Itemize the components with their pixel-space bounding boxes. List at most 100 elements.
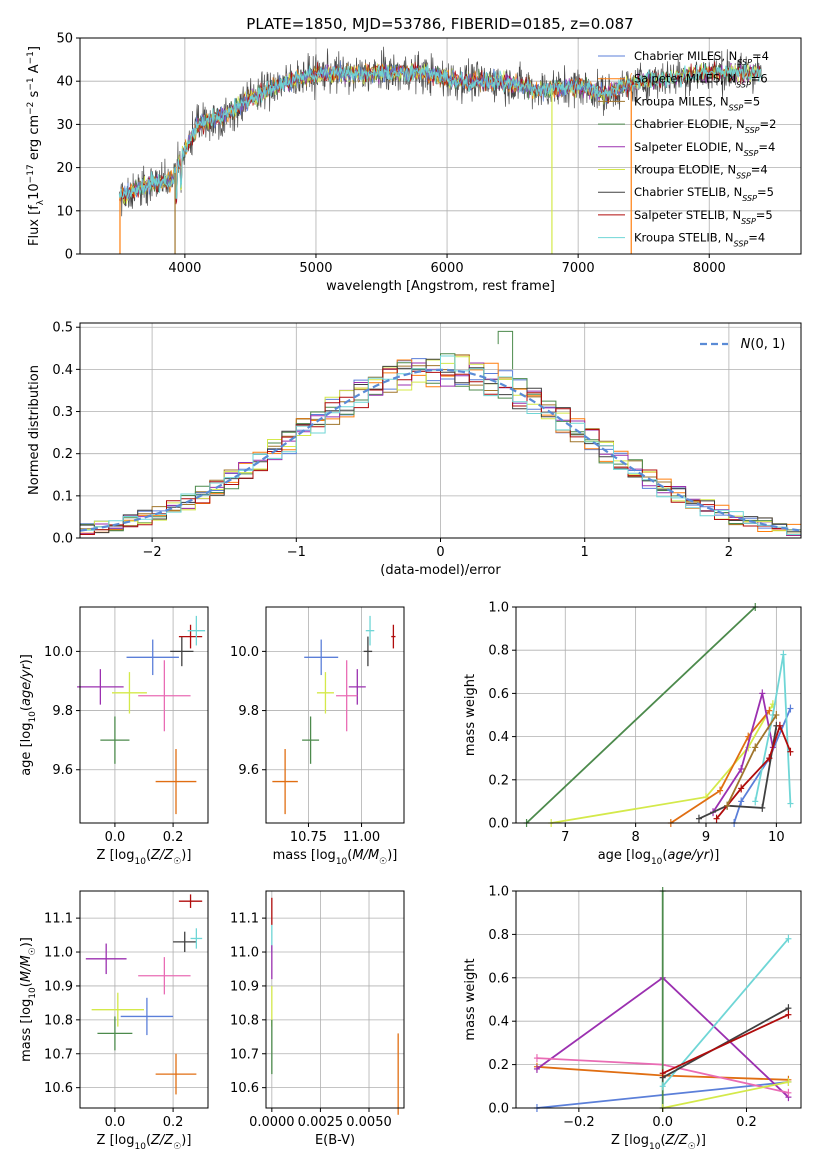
y-tick-label: 0.0 xyxy=(488,1102,509,1117)
x-tick-label: 8 xyxy=(631,830,639,845)
y-tick-label: 0.1 xyxy=(52,489,73,504)
x-tick-label: 11.00 xyxy=(343,830,380,845)
axes-mass_vs_Z xyxy=(80,891,208,1108)
axes-frame xyxy=(79,606,209,824)
x-axis-label: Z [log10(Z/Z☉)] xyxy=(611,1133,706,1152)
histogram-peak xyxy=(497,330,514,370)
axes-frame xyxy=(515,890,802,1109)
x-tick-label: 4000 xyxy=(168,261,201,276)
x-tick-label: 9 xyxy=(702,830,710,845)
legend-label: Salpeter STELIB, NSSP=5 xyxy=(634,208,773,226)
y-axis-label: Flux [fλ10−17 erg cm−2 s−1 A−1] xyxy=(26,46,46,246)
plots-layer: 4000 5000 6000 7000 800001020304050wavelengt… xyxy=(19,32,802,1152)
points-age_vs_mass xyxy=(272,615,396,815)
weight-line xyxy=(551,703,774,824)
legend-label: Salpeter MILES, NSSP=6 xyxy=(634,72,768,90)
y-tick-label: 10.0 xyxy=(44,645,73,660)
y-tick-label: 1.0 xyxy=(488,885,509,900)
histograms xyxy=(79,330,802,536)
legend-label: Kroupa STELIB, NSSP=4 xyxy=(634,231,765,249)
x-tick-label: 0.0000 xyxy=(249,1115,295,1130)
x-tick-label: 6000 xyxy=(431,261,464,276)
weight-line xyxy=(733,708,792,824)
y-tick-label: 9.8 xyxy=(52,704,73,719)
y-tick-label: 40 xyxy=(56,75,73,90)
y-tick-label: 10.0 xyxy=(230,645,259,660)
weight-line xyxy=(754,654,792,804)
x-axis-label: Z [log10(Z/Z☉)] xyxy=(97,848,192,867)
y-tick-label: 10.9 xyxy=(44,979,73,994)
x-axis-label: age [log10(age/yr)] xyxy=(598,848,720,867)
legend-label: N(0, 1) xyxy=(741,337,786,352)
y-tick-label: 0.8 xyxy=(488,928,509,943)
y-tick-label: 0.6 xyxy=(488,971,509,986)
weight-line xyxy=(662,1007,789,1079)
legend-label: Chabrier STELIB, NSSP=5 xyxy=(634,185,774,203)
axes-frame xyxy=(79,890,209,1109)
y-tick-label: 10.7 xyxy=(230,1047,259,1062)
y-tick-label: 10.8 xyxy=(230,1013,259,1028)
axes-mass_vs_EBV xyxy=(266,891,404,1108)
x-tick-label: 0 xyxy=(436,545,444,560)
axes-age_vs_mass xyxy=(266,607,404,823)
y-tick-label: 0.8 xyxy=(488,644,509,659)
y-axis-label: Normed distribution xyxy=(27,365,42,495)
x-tick-label: 0.0025 xyxy=(298,1115,344,1130)
y-tick-label: 11.0 xyxy=(230,946,259,961)
legend-label: Chabrier MILES, NSSP=4 xyxy=(634,49,769,67)
histogram-kroupa_stelib xyxy=(80,355,801,535)
y-tick-label: 30 xyxy=(56,118,73,133)
axes-age_vs_Z xyxy=(80,607,208,823)
x-tick-label: 2 xyxy=(725,545,733,560)
x-tick-label: 7 xyxy=(561,830,569,845)
spectrum-lines xyxy=(118,46,762,254)
axes-frame xyxy=(515,606,802,824)
spectrum-kroupa_stelib xyxy=(118,62,762,202)
y-tick-label: 10.6 xyxy=(44,1081,73,1096)
frame-residuals: −2 −1 0 1 2 0.0 0.1 0.2 0.3 0.4 0.5 (data-model)/er… xyxy=(52,321,802,578)
y-tick-label: 10.7 xyxy=(44,1047,73,1062)
x-axis-label: (data-model)/error xyxy=(380,563,501,578)
x-tick-label: 8000 xyxy=(693,261,726,276)
y-tick-label: 10.6 xyxy=(230,1081,259,1096)
y-tick-label: 1.0 xyxy=(488,601,509,616)
weight-line xyxy=(712,693,774,813)
y-tick-label: 0.2 xyxy=(488,773,509,788)
y-tick-label: 0.2 xyxy=(488,1058,509,1073)
figure-title: PLATE=1850, MJD=53786, FIBERID=0185, z=0… xyxy=(246,15,633,33)
x-axis-label: Z [log10(Z/Z☉)] xyxy=(97,1133,192,1152)
x-tick-label: 10.75 xyxy=(290,830,327,845)
x-tick-label: 0.2 xyxy=(163,1115,184,1130)
y-tick-label: 10.8 xyxy=(44,1013,73,1028)
y-tick-label: 10 xyxy=(56,204,73,219)
weight-line xyxy=(662,938,790,1087)
legend-label: Kroupa ELODIE, NSSP=4 xyxy=(634,163,768,181)
x-tick-label: 1 xyxy=(581,545,589,560)
x-tick-label: −0.2 xyxy=(563,1115,595,1130)
x-tick-label: 7000 xyxy=(562,261,595,276)
y-tick-label: 11.1 xyxy=(230,912,259,927)
points-age_vs_Z xyxy=(77,615,206,815)
y-tick-label: 0.6 xyxy=(488,687,509,702)
weight-line xyxy=(525,606,756,824)
points-mass_vs_Z xyxy=(85,894,203,1095)
frame-age_vs_mass: 10.75 11.00 9.6 9.8 10.0 xyxy=(230,606,405,845)
y-tick-label: 0.3 xyxy=(52,405,73,420)
axes-frame xyxy=(79,37,802,255)
y-tick-label: 50 xyxy=(56,32,73,47)
axes-frame xyxy=(265,890,405,1109)
legend-label: Kroupa MILES, NSSP=5 xyxy=(634,94,760,112)
weight-line xyxy=(662,1013,789,1075)
axes-frame xyxy=(265,606,405,824)
lines-weight_vs_age xyxy=(523,603,794,827)
weight-line xyxy=(670,710,770,824)
frame-spectrum: 4000 5000 6000 7000 8000 0 10 20 30 40 50 wavelengt… xyxy=(56,32,802,294)
x-tick-label: −1 xyxy=(287,545,306,560)
frame-weight_vs_Z: −0.2 0.0 0.2 0.0 0.2 0.4 0.6 0.8 1.0 xyxy=(488,885,802,1130)
frame-weight_vs_age: 7 8 9 10 0.0 0.2 0.4 0.6 0.8 1.0 xyxy=(488,601,802,845)
x-tick-label: 0.2 xyxy=(736,1115,757,1130)
y-tick-label: 20 xyxy=(56,161,73,176)
y-tick-label: 11.1 xyxy=(44,912,73,927)
x-axis-label: mass [log10(M/M☉)] xyxy=(273,848,398,867)
